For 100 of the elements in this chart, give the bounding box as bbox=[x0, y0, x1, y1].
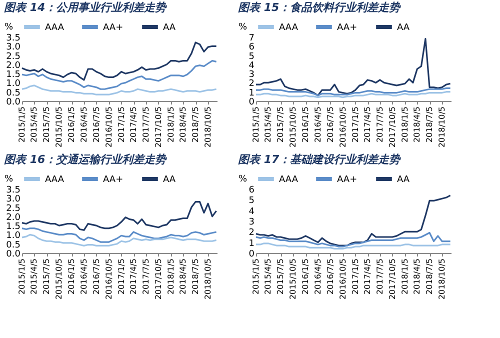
x-tick-label: 2016/1/5 bbox=[67, 258, 76, 294]
legend-label: AAA bbox=[45, 23, 65, 33]
x-tick-label: 2017/7/5 bbox=[141, 258, 150, 294]
x-tick-label: 2015/4/5 bbox=[30, 106, 39, 142]
x-tick-label: 2015/7/5 bbox=[42, 258, 52, 294]
x-tick-label: 2016/4/5 bbox=[79, 258, 88, 294]
x-tick-label: 2016/10/5 bbox=[104, 106, 114, 148]
legend-label: AA+ bbox=[103, 23, 124, 33]
x-tick-label: 2017/7/5 bbox=[141, 106, 150, 142]
x-tick-label: 2018/4/5 bbox=[412, 106, 422, 142]
y-tick-label: 5 bbox=[248, 52, 254, 62]
x-tick-label: 2017/1/5 bbox=[116, 258, 126, 294]
y-tick-label: 2 bbox=[248, 228, 254, 238]
x-tick-label: 2015/7/5 bbox=[42, 106, 52, 142]
x-tick-label: 2018/4/5 bbox=[178, 258, 188, 294]
y-tick-label: 0 bbox=[248, 98, 255, 108]
y-tick-label: 3 bbox=[248, 70, 254, 80]
y-axis-title: % bbox=[4, 22, 14, 32]
x-tick-label: 2017/1/5 bbox=[350, 258, 360, 294]
x-tick-label: 2015/10/5 bbox=[288, 106, 298, 148]
x-tick-label: 2015/10/5 bbox=[54, 258, 64, 300]
x-tick-label: 2015/4/5 bbox=[30, 258, 39, 294]
y-axis-title: % bbox=[4, 174, 14, 184]
x-tick-label: 2015/7/5 bbox=[276, 258, 286, 294]
chart-title: 图表 16：交通运输行业利差走势 bbox=[4, 153, 168, 166]
x-tick-label: 2016/10/5 bbox=[104, 258, 114, 300]
x-tick-label: 2017/4/5 bbox=[129, 258, 138, 294]
x-tick-label: 2016/4/5 bbox=[313, 258, 322, 294]
x-tick-label: 2017/4/5 bbox=[363, 258, 372, 294]
x-tick-label: 2016/1/5 bbox=[301, 106, 310, 142]
y-tick-label: 2.0 bbox=[6, 212, 21, 223]
x-tick-label: 2016/10/5 bbox=[338, 258, 348, 300]
x-tick-label: 2017/10/5 bbox=[154, 106, 163, 148]
y-tick-label: 6 bbox=[248, 42, 255, 53]
y-tick-label: 1.0 bbox=[6, 231, 21, 242]
y-tick-label: 5 bbox=[248, 196, 254, 206]
y-tick-label: 3.5 bbox=[6, 186, 20, 196]
legend-label: AA bbox=[163, 23, 176, 33]
y-tick-label: 1.5 bbox=[6, 70, 20, 80]
legend-label: AA+ bbox=[103, 175, 124, 185]
x-tick-label: 2018/4/5 bbox=[412, 258, 422, 294]
y-tick-label: 0.5 bbox=[6, 240, 20, 250]
y-tick-label: 0.0 bbox=[6, 98, 21, 108]
line-series bbox=[21, 60, 218, 90]
x-tick-label: 2016/7/5 bbox=[326, 258, 335, 294]
x-tick-label: 2015/1/5 bbox=[18, 106, 26, 142]
x-tick-label: 2018/10/5 bbox=[204, 258, 213, 300]
x-tick-label: 2017/4/5 bbox=[129, 106, 138, 142]
x-tick-label: 2017/4/5 bbox=[363, 106, 372, 142]
x-tick-label: 2018/1/5 bbox=[400, 258, 410, 294]
line-series bbox=[21, 234, 218, 246]
x-tick-label: 2015/10/5 bbox=[54, 106, 64, 148]
y-tick-label: 2.5 bbox=[6, 52, 20, 62]
x-tick-label: 2016/1/5 bbox=[67, 106, 76, 142]
x-tick-label: 2016/10/5 bbox=[338, 106, 348, 148]
legend-label: AA bbox=[397, 23, 410, 33]
line-series bbox=[255, 87, 452, 96]
x-tick-label: 2017/1/5 bbox=[116, 106, 126, 142]
line-series bbox=[21, 42, 218, 81]
x-tick-label: 2018/7/5 bbox=[425, 258, 434, 294]
x-tick-label: 2018/10/5 bbox=[438, 258, 447, 300]
x-tick-label: 2018/1/5 bbox=[166, 258, 176, 294]
x-tick-label: 2018/4/5 bbox=[178, 106, 188, 142]
x-tick-label: 2015/4/5 bbox=[264, 258, 273, 294]
x-tick-label: 2016/1/5 bbox=[301, 258, 310, 294]
y-tick-label: 0.0 bbox=[6, 250, 21, 260]
y-tick-label: 3.5 bbox=[6, 34, 20, 44]
y-tick-label: 7 bbox=[248, 34, 254, 44]
y-tick-label: 4 bbox=[248, 206, 255, 217]
x-tick-label: 2018/1/5 bbox=[166, 106, 176, 142]
line-series bbox=[21, 84, 218, 96]
y-tick-label: 2.5 bbox=[6, 204, 20, 214]
chart-title: 图表 14：公用事业行业利差走势 bbox=[4, 1, 168, 14]
y-tick-label: 0 bbox=[248, 250, 255, 260]
x-tick-label: 2017/7/5 bbox=[375, 106, 384, 142]
x-tick-label: 2015/1/5 bbox=[18, 258, 26, 294]
x-tick-label: 2016/4/5 bbox=[313, 106, 322, 142]
x-tick-label: 2018/10/5 bbox=[204, 106, 213, 148]
x-tick-label: 2017/7/5 bbox=[375, 258, 384, 294]
x-tick-label: 2016/4/5 bbox=[79, 106, 88, 142]
legend-label: AA+ bbox=[337, 23, 358, 33]
legend-label: AAA bbox=[279, 23, 299, 33]
y-tick-label: 6 bbox=[248, 186, 255, 196]
x-tick-label: 2017/10/5 bbox=[388, 258, 397, 300]
legend-label: AAA bbox=[45, 175, 65, 185]
x-tick-label: 2018/7/5 bbox=[425, 106, 434, 142]
y-tick-label: 1 bbox=[248, 88, 254, 98]
x-tick-label: 2017/1/5 bbox=[350, 106, 360, 142]
x-tick-label: 2015/1/5 bbox=[252, 258, 260, 294]
y-tick-label: 0.5 bbox=[6, 88, 20, 98]
y-tick-label: 1.0 bbox=[6, 79, 21, 90]
y-tick-label: 4 bbox=[248, 60, 255, 71]
x-tick-label: 2017/10/5 bbox=[388, 106, 397, 148]
x-tick-label: 2018/7/5 bbox=[191, 106, 200, 142]
legend-label: AA bbox=[397, 175, 410, 185]
y-tick-label: 1.5 bbox=[6, 222, 20, 232]
x-tick-label: 2018/7/5 bbox=[191, 258, 200, 294]
x-tick-label: 2017/10/5 bbox=[154, 258, 163, 300]
x-tick-label: 2015/4/5 bbox=[264, 106, 273, 142]
line-series bbox=[255, 194, 452, 246]
